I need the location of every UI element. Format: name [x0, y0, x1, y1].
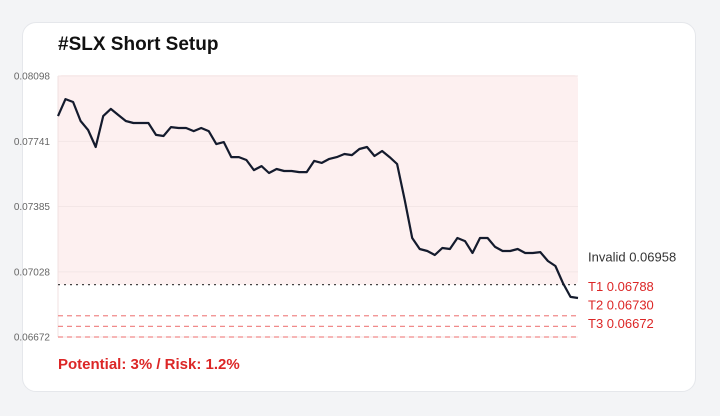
- level-value: 0.06672: [607, 316, 654, 331]
- y-tick-label: 0.07385: [14, 202, 51, 213]
- y-tick-label: 0.07028: [14, 267, 51, 278]
- risk-zone: [58, 75, 578, 285]
- annotation: Potential: 3% / Risk: 1.2%: [58, 356, 240, 373]
- level-name: Invalid: [588, 250, 626, 265]
- level-label: T3 0.06672: [588, 316, 654, 331]
- y-tick-label: 0.08098: [14, 72, 51, 83]
- level-value: 0.06958: [629, 250, 676, 265]
- chart-title: #SLX Short Setup: [58, 34, 218, 55]
- level-label: Invalid 0.06958: [588, 250, 676, 265]
- level-value: 0.06788: [607, 279, 654, 294]
- level-name: T1: [588, 279, 603, 294]
- y-tick-label: 0.06672: [14, 333, 51, 344]
- y-tick-label: 0.07741: [14, 137, 51, 148]
- price-line: [56, 98, 579, 300]
- level-value: 0.06730: [607, 298, 654, 313]
- level-name: T3: [588, 316, 603, 331]
- level-label: T2 0.06730: [588, 298, 654, 313]
- level-label: T1 0.06788: [588, 279, 654, 294]
- level-name: T2: [588, 298, 603, 313]
